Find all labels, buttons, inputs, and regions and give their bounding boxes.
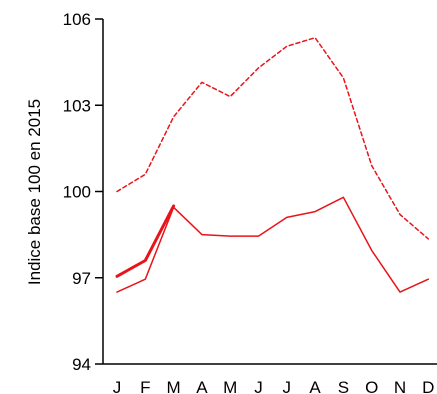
series-group	[115, 36, 430, 293]
x-tick-label: A	[196, 378, 208, 394]
x-tick-label: J	[283, 378, 292, 394]
x-tick-label: M	[223, 378, 237, 394]
y-ticks: 94 97 100 103 106	[63, 10, 103, 374]
x-tick-label: A	[309, 378, 321, 394]
series-line-3	[115, 204, 176, 278]
series-line-1	[116, 36, 430, 240]
y-tick-label: 106	[63, 10, 91, 29]
y-tick-label: 100	[63, 183, 91, 202]
x-tick-label: S	[338, 378, 349, 394]
x-tick-label: O	[365, 378, 378, 394]
x-tick-label: N	[394, 378, 406, 394]
y-tick-label: 103	[63, 96, 91, 115]
x-tick-label: D	[422, 378, 434, 394]
series-line-2	[116, 196, 430, 293]
x-tick-label: F	[140, 378, 150, 394]
x-tick-label: J	[254, 378, 263, 394]
y-tick-label: 94	[72, 355, 91, 374]
x-tick-label: J	[113, 378, 122, 394]
x-tick-label: M	[167, 378, 181, 394]
y-axis-title: Indice base 100 en 2015	[25, 99, 44, 285]
y-tick-label: 97	[72, 269, 91, 288]
